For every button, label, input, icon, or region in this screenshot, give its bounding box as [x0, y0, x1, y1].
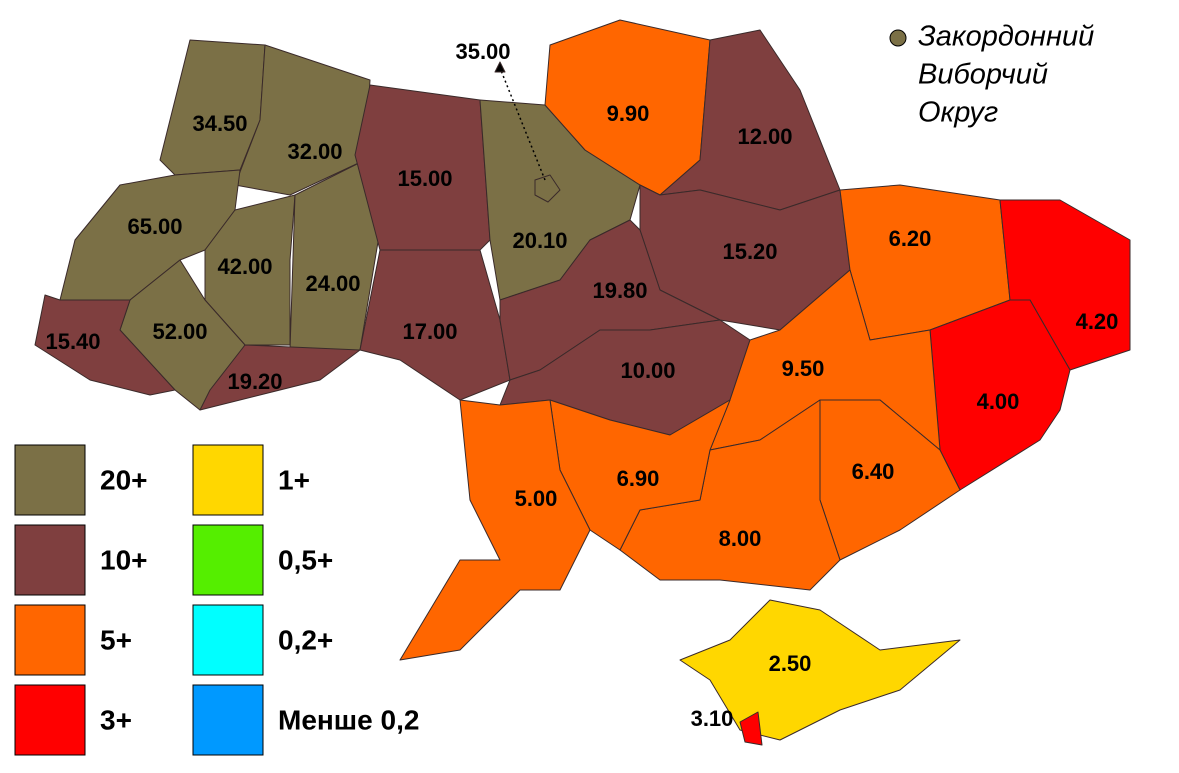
region-label: 32.00 — [287, 139, 342, 164]
region-label: 5.00 — [515, 486, 558, 511]
region — [34, 294, 176, 396]
region-label: 42.00 — [217, 254, 272, 279]
legend-label: 1+ — [278, 464, 310, 495]
legend-label: Менше 0,2 — [278, 704, 419, 735]
region — [739, 711, 763, 746]
region-label: 12.00 — [737, 124, 792, 149]
region — [679, 599, 961, 741]
region-label: 20.10 — [512, 228, 567, 253]
foreign-district-label: Округ — [918, 97, 998, 129]
region-label: 4.00 — [977, 389, 1020, 414]
region-label: 17.00 — [402, 319, 457, 344]
pointer-head — [494, 61, 506, 73]
legend-swatch — [192, 444, 264, 516]
region-label: 19.20 — [227, 369, 282, 394]
legend-label: 10+ — [100, 544, 148, 575]
region — [534, 174, 561, 203]
region — [289, 159, 381, 351]
region — [234, 44, 371, 196]
region-label: 15.20 — [722, 239, 777, 264]
region-label: 2.50 — [769, 651, 812, 676]
region-label: 6.90 — [617, 466, 660, 491]
legend-swatch — [14, 444, 86, 516]
kyiv-pointer — [499, 67, 546, 181]
region-label: 52.00 — [152, 319, 207, 344]
legend-swatch — [14, 604, 86, 676]
legend-swatch — [192, 604, 264, 676]
legend-label: 3+ — [100, 704, 132, 735]
region-label: 24.00 — [305, 271, 360, 296]
region-label: 4.20 — [1076, 309, 1119, 334]
region — [399, 399, 591, 661]
legend-label: 5+ — [100, 624, 132, 655]
legend-label: 0,5+ — [278, 544, 333, 575]
region-label: 65.00 — [127, 214, 182, 239]
region-label: 9.50 — [782, 356, 825, 381]
foreign-district-label: Виборчий — [918, 59, 1048, 91]
legend-swatch — [192, 684, 264, 756]
region-label: 6.40 — [852, 459, 895, 484]
legend-swatch — [192, 524, 264, 596]
region-label: 19.80 — [592, 278, 647, 303]
foreign-district-label: Закордонний — [918, 21, 1094, 53]
region-label: 3.10 — [691, 706, 734, 731]
region-label: 35.00 — [455, 39, 510, 64]
region-label: 15.40 — [45, 329, 100, 354]
region-label: 8.00 — [719, 526, 762, 551]
region-label: 6.20 — [889, 226, 932, 251]
region-label: 10.00 — [620, 358, 675, 383]
legend-swatch — [14, 524, 86, 596]
region-label: 9.90 — [607, 101, 650, 126]
legend-swatch — [14, 684, 86, 756]
legend-label: 0,2+ — [278, 624, 333, 655]
region-label: 15.00 — [397, 166, 452, 191]
region — [359, 249, 511, 401]
foreign-district-marker — [889, 29, 907, 47]
legend-label: 20+ — [100, 464, 148, 495]
region-label: 34.50 — [192, 111, 247, 136]
